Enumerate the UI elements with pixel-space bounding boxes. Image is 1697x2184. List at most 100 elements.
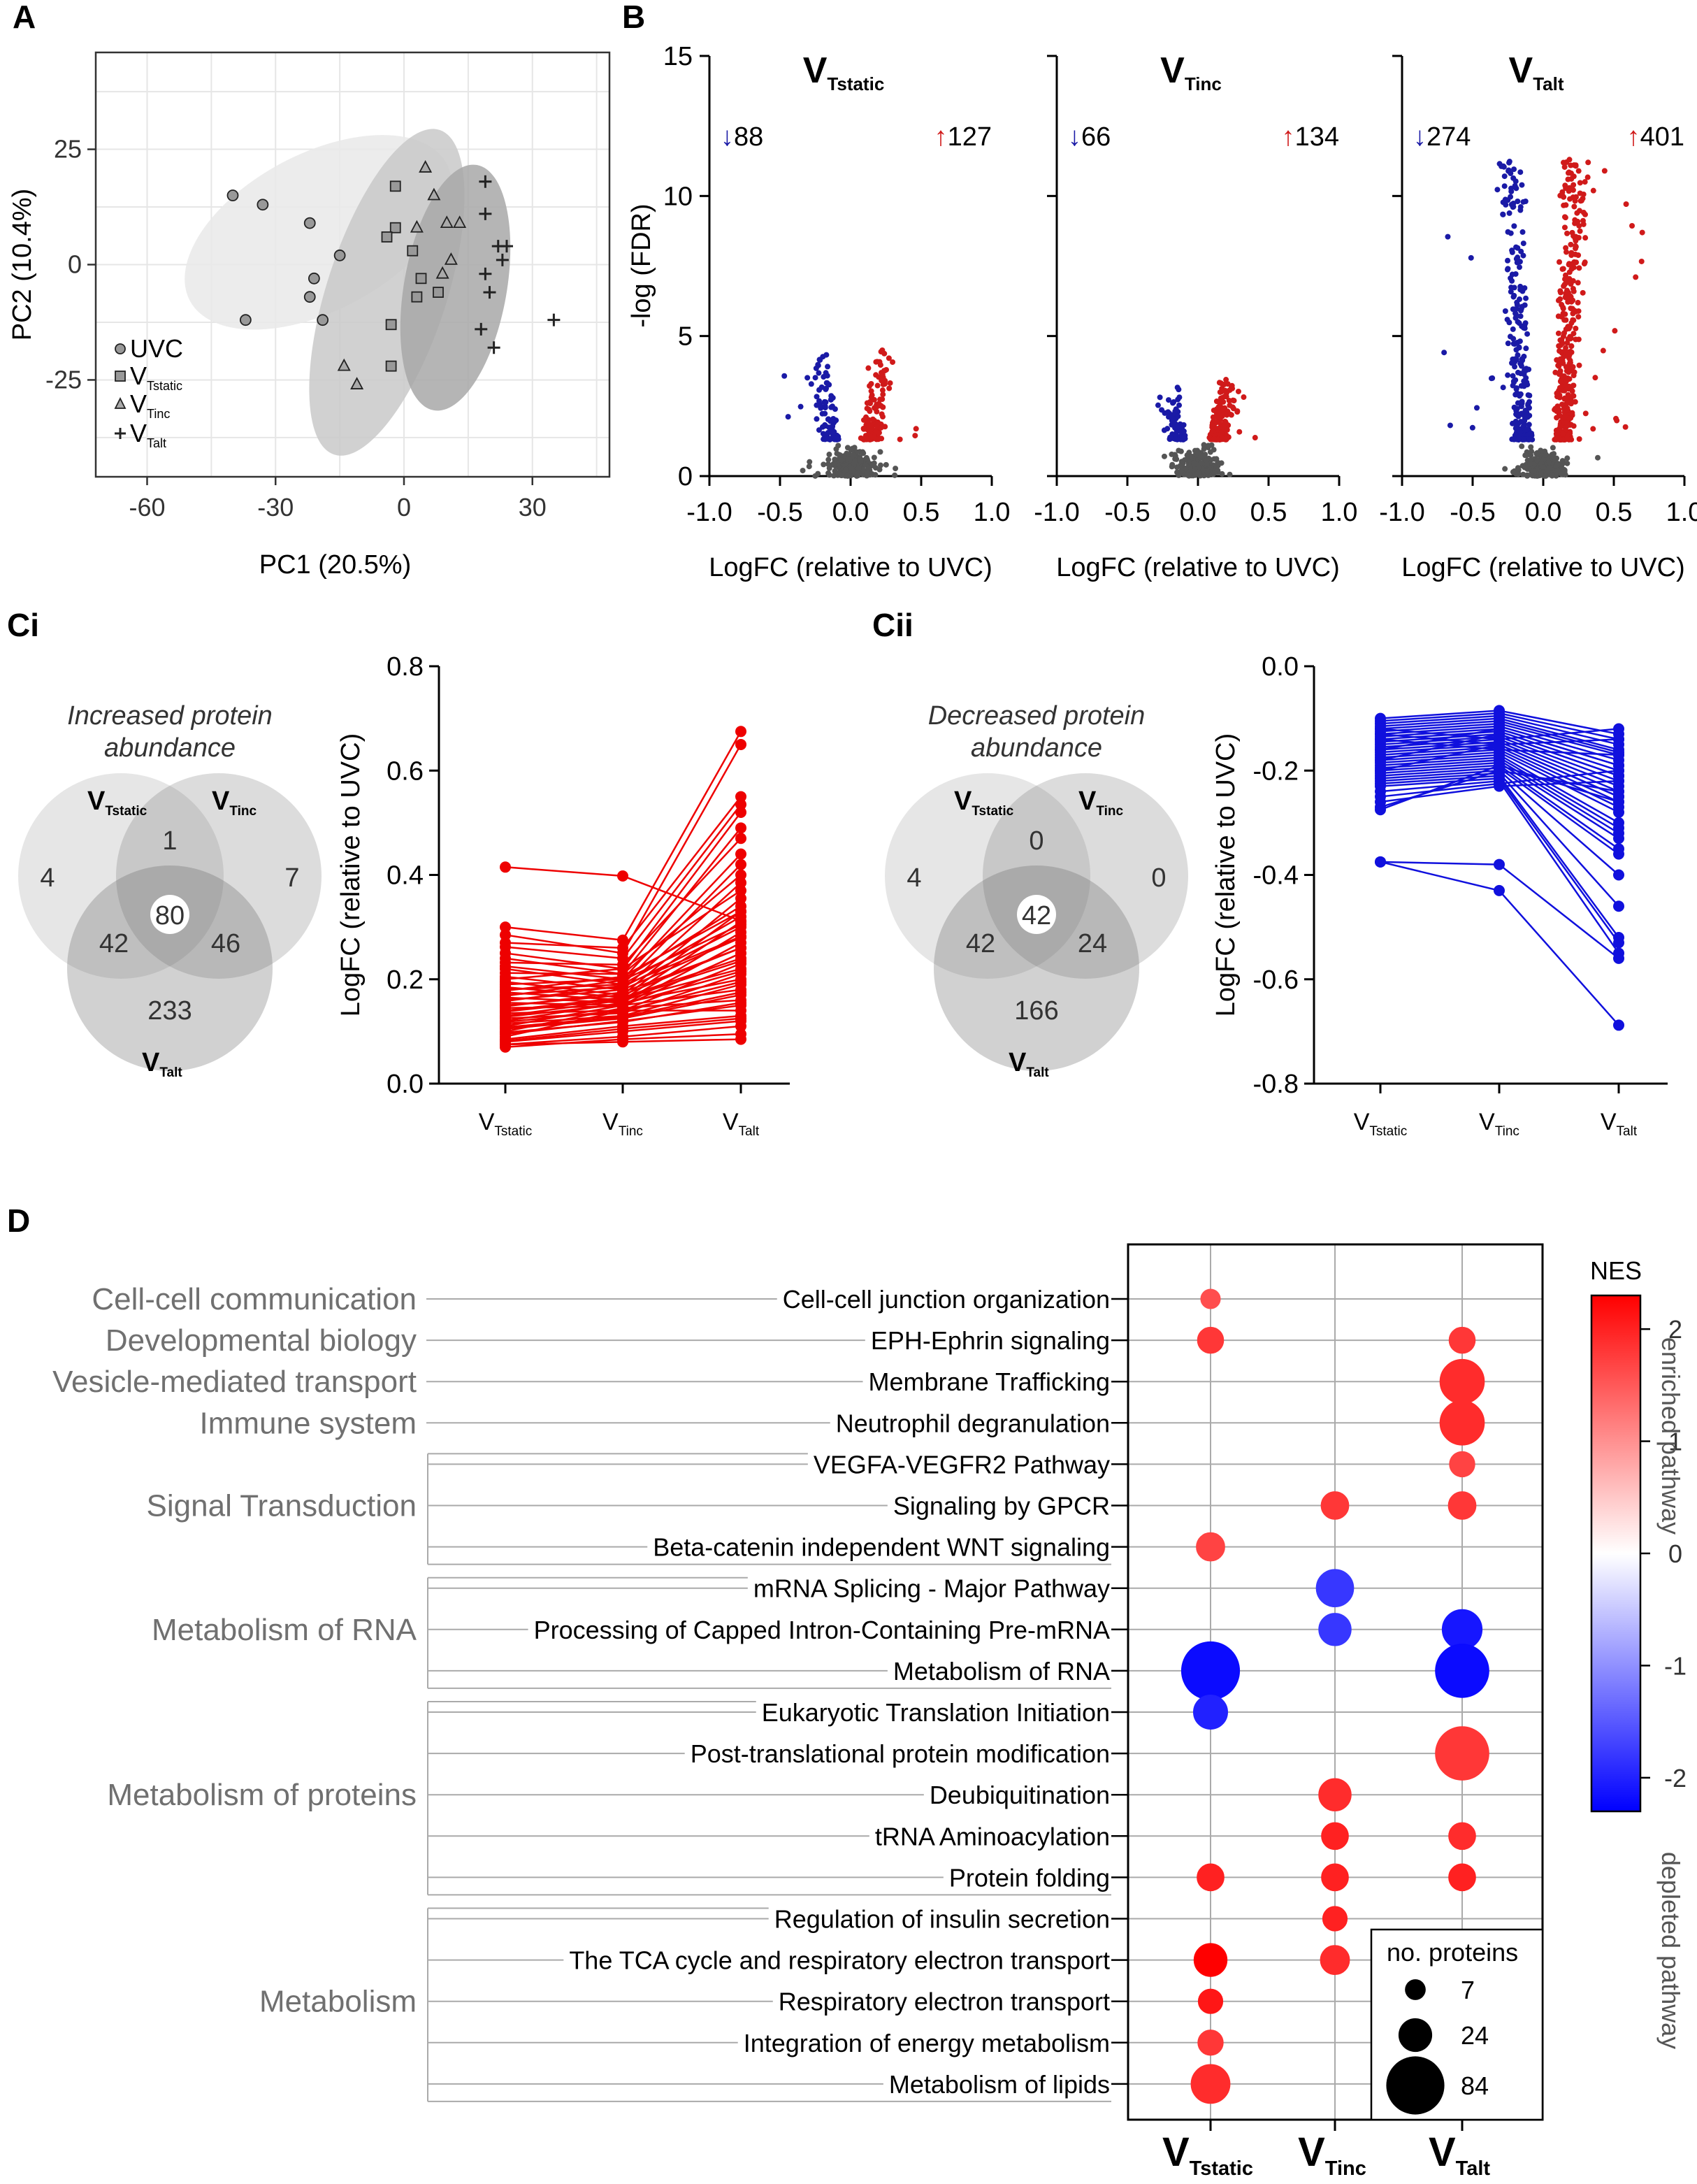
down-arrow-icon: ↓ bbox=[721, 122, 734, 152]
size-legend-dot bbox=[1386, 2056, 1445, 2115]
line-point bbox=[735, 893, 746, 905]
volcano-point-ns bbox=[1564, 455, 1570, 461]
venn-set-label-b-base: V bbox=[1078, 786, 1097, 816]
pca-point-vtstatic bbox=[385, 319, 397, 331]
volcano-point-ns bbox=[1564, 460, 1570, 466]
line-point bbox=[735, 931, 746, 942]
volcano-point-up bbox=[1555, 297, 1561, 303]
volcano-point-down bbox=[1172, 436, 1178, 443]
volcano-x-tick-label: 1.0 bbox=[974, 498, 1011, 527]
volcano-point-ns bbox=[826, 452, 832, 458]
volcano-point-down bbox=[1174, 423, 1180, 429]
line-point bbox=[735, 858, 746, 870]
volcano-x-tick-label: 0.5 bbox=[903, 498, 940, 527]
volcano-y-tick-label: 10 bbox=[663, 182, 693, 211]
volcano-point-up bbox=[1575, 252, 1582, 259]
venn-set-label-c: VTalt bbox=[142, 1048, 182, 1080]
pathway-dot bbox=[1197, 1326, 1225, 1354]
line-point bbox=[735, 986, 746, 998]
volcano-point-down bbox=[1165, 409, 1171, 415]
volcano-point-up bbox=[1563, 249, 1569, 255]
volcano-point-ns bbox=[1527, 461, 1533, 467]
pathway-dot bbox=[1448, 1326, 1476, 1354]
volcano-down-count: ↓274 bbox=[1413, 122, 1471, 152]
volcano-point-up bbox=[1566, 361, 1573, 367]
volcano-title-sub: Talt bbox=[1533, 73, 1564, 94]
volcano-point-ns bbox=[864, 470, 870, 477]
volcano-point-ns bbox=[1187, 466, 1193, 473]
volcano-point-down bbox=[1174, 429, 1180, 435]
volcano-point-up bbox=[1218, 436, 1225, 442]
volcano-point-up bbox=[865, 365, 872, 371]
volcano-point-down bbox=[808, 381, 814, 387]
volcano-point-up bbox=[1570, 317, 1577, 324]
line-x-tick-label: VTalt bbox=[723, 1109, 760, 1139]
volcano-point-down bbox=[816, 398, 823, 404]
volcano-point-up bbox=[1573, 238, 1579, 244]
volcano-point-down bbox=[1511, 341, 1517, 347]
pathway-label: VEGFA-VEGFR2 Pathway bbox=[814, 1450, 1110, 1479]
volcano-point-down bbox=[822, 405, 828, 411]
volcano-point-up bbox=[860, 425, 867, 431]
volcano-point-down bbox=[1527, 430, 1533, 436]
volcano-point-down bbox=[804, 375, 811, 381]
venn-count-only-a: 4 bbox=[907, 863, 921, 893]
line-y-tick-label: -0.8 bbox=[1253, 1070, 1299, 1099]
volcano-point-down bbox=[1469, 424, 1475, 431]
volcano-point-ns bbox=[1188, 453, 1194, 459]
volcano-point-down bbox=[1515, 245, 1521, 251]
volcano-point-ns bbox=[1227, 471, 1233, 477]
dotplot-column-label: VTstatic bbox=[1162, 2129, 1253, 2180]
volcano-point-ns bbox=[1201, 442, 1207, 448]
pca-point-vtinc bbox=[435, 266, 449, 279]
volcano-point-down bbox=[1513, 256, 1519, 262]
volcano-point-up bbox=[864, 405, 870, 412]
volcano-point-down bbox=[1510, 420, 1516, 426]
volcano-point-down bbox=[1474, 405, 1480, 411]
pathway-dot bbox=[1196, 1532, 1225, 1562]
volcano-point-up bbox=[1577, 228, 1583, 234]
pca-point-vtalt bbox=[487, 341, 500, 354]
volcano-x-axis-title: LogFC (relative to UVC) bbox=[709, 553, 992, 582]
volcano-point-down bbox=[1500, 385, 1506, 391]
volcano-point-down bbox=[1176, 394, 1183, 401]
line-point bbox=[1613, 733, 1624, 745]
pca-legend-label-base: V bbox=[130, 361, 147, 390]
volcano-point-up bbox=[1577, 180, 1583, 186]
volcano-point-down bbox=[1520, 199, 1526, 205]
line-x-tick-label-sub: Tinc bbox=[619, 1124, 643, 1139]
size-legend-dot bbox=[1398, 2018, 1433, 2053]
volcano-up-count: ↑401 bbox=[1627, 122, 1684, 152]
up-arrow-icon: ↑ bbox=[1282, 122, 1295, 152]
category-label-bg bbox=[0, 1321, 422, 1359]
pathway-label: Respiratory electron transport bbox=[779, 1988, 1110, 2016]
volcano-point-up bbox=[874, 382, 881, 389]
pca-x-tick-label: 30 bbox=[519, 493, 547, 522]
volcano-point-down bbox=[1520, 240, 1526, 247]
volcano-point-down bbox=[1516, 320, 1522, 326]
volcano-point-up bbox=[1560, 360, 1566, 366]
venn-circle bbox=[934, 865, 1139, 1071]
volcano-x-tick-label: -1.0 bbox=[1034, 498, 1079, 527]
volcano-point-up bbox=[869, 392, 875, 398]
pathway-label: EPH-Ephrin signaling bbox=[871, 1326, 1110, 1355]
up-arrow-icon: ↑ bbox=[934, 122, 948, 152]
volcano-point-down bbox=[825, 429, 831, 436]
pathway-label-bg bbox=[777, 1285, 1111, 1314]
volcano-point-down bbox=[1511, 223, 1517, 229]
line-point bbox=[1613, 937, 1624, 949]
volcano-point-up bbox=[877, 396, 883, 403]
nes-colorbar bbox=[1590, 1294, 1642, 1813]
line-point bbox=[617, 934, 628, 946]
volcano-point-down bbox=[1505, 168, 1512, 174]
volcano-point-ns bbox=[860, 466, 866, 473]
line-point bbox=[500, 985, 511, 997]
volcano-point-down bbox=[781, 373, 788, 379]
pca-legend-label: UVC bbox=[130, 334, 183, 363]
pathway-label-bg bbox=[865, 1326, 1111, 1356]
category-label: Metabolism of RNA bbox=[152, 1613, 417, 1647]
pathway-label-bg bbox=[830, 1409, 1111, 1438]
volcano-point-ns bbox=[1528, 452, 1534, 459]
volcano-point-up bbox=[1226, 397, 1232, 403]
line-point bbox=[1494, 884, 1505, 896]
